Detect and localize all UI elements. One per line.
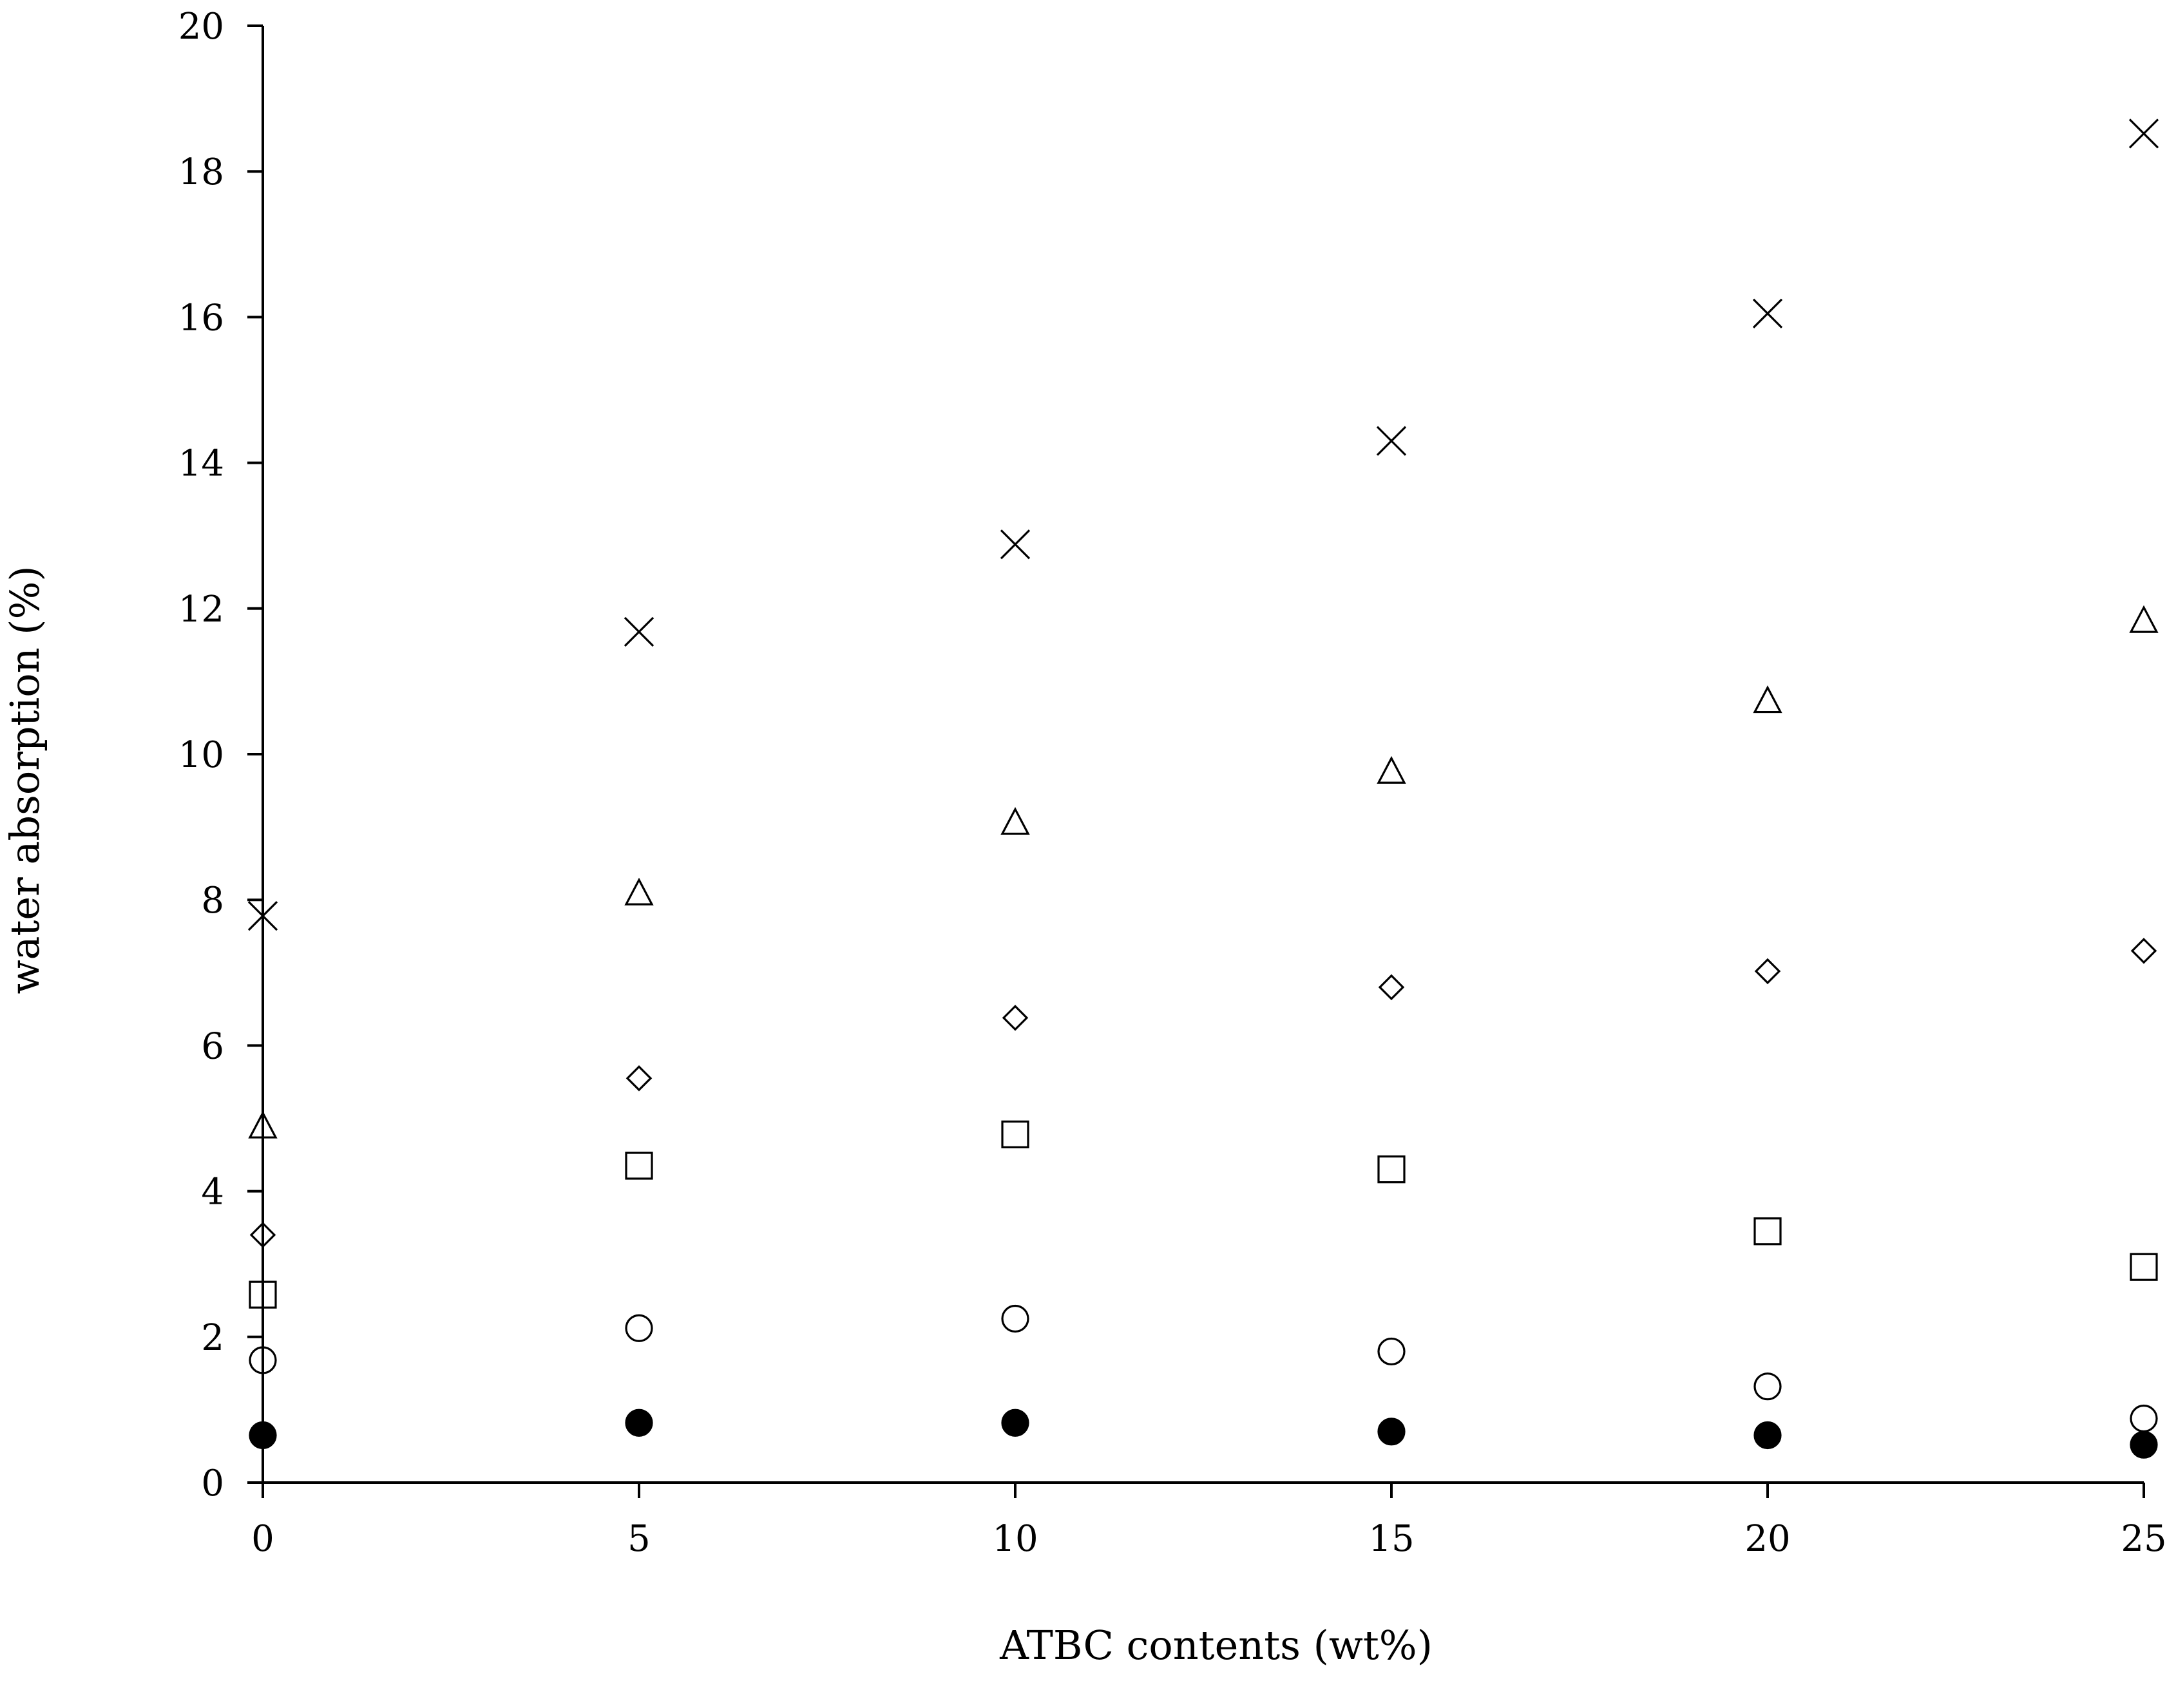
data-point-open-circle <box>249 1346 277 1374</box>
tick-labels: 0 2 4 6 8 10 12 14 16 18 20 0 5 10 15 20 25 <box>178 6 2167 1560</box>
data-point-open-triangle <box>1000 807 1030 835</box>
data-point-open-diamond <box>1378 974 1405 1001</box>
data-point-open-triangle <box>1377 755 1406 784</box>
data-point-filled-circle <box>1377 1418 1406 1446</box>
data-point-open-square <box>249 1280 277 1309</box>
data-point-open-square <box>625 1152 653 1180</box>
y-tick-label: 20 <box>178 6 224 48</box>
data-point-filled-circle <box>2130 1430 2158 1459</box>
data-point-filled-circle <box>1753 1421 1782 1450</box>
data-point-open-circle <box>625 1314 653 1342</box>
data-point-open-square <box>1001 1120 1029 1148</box>
x-tick-label: 10 <box>992 1518 1038 1560</box>
y-tick-label: 8 <box>201 880 224 922</box>
axes <box>262 26 2144 1484</box>
y-tick-label: 16 <box>178 297 224 339</box>
data-point-open-circle <box>1001 1304 1029 1333</box>
data-point-cross <box>247 900 278 931</box>
tick-marks <box>247 24 2145 1498</box>
y-tick-label: 0 <box>201 1463 224 1504</box>
y-axis-title: water absorption (%) <box>1 565 48 994</box>
y-tick-label: 12 <box>178 589 224 631</box>
data-point-cross <box>1000 529 1031 560</box>
y-tick-label: 2 <box>201 1317 224 1359</box>
data-point-open-diamond <box>249 1222 276 1248</box>
x-tick-label: 5 <box>627 1518 651 1560</box>
data-point-open-circle <box>1377 1337 1406 1366</box>
data-point-open-square <box>1753 1217 1782 1246</box>
data-point-cross <box>1376 426 1407 456</box>
y-tick-label: 18 <box>178 151 224 193</box>
x-axis-title: ATBC contents (wt%) <box>999 1622 1433 1669</box>
data-point-open-diamond <box>1002 1005 1029 1031</box>
data-point-open-diamond <box>625 1065 653 1092</box>
x-tick-label: 15 <box>1368 1518 1414 1560</box>
data-points <box>247 119 2159 1459</box>
data-point-open-square <box>1377 1155 1406 1184</box>
x-tick-label: 0 <box>251 1518 274 1560</box>
data-point-open-diamond <box>2130 938 2157 964</box>
x-tick-label: 25 <box>2121 1518 2166 1560</box>
data-point-cross <box>1752 298 1783 328</box>
data-point-open-circle <box>2130 1404 2158 1433</box>
y-tick-label: 14 <box>178 443 224 485</box>
data-point-filled-circle <box>249 1421 277 1450</box>
y-tick-label: 6 <box>201 1025 224 1067</box>
data-point-open-triangle <box>248 1110 278 1139</box>
data-point-open-circle <box>1753 1372 1782 1401</box>
data-point-open-square <box>2130 1253 2158 1281</box>
data-point-filled-circle <box>625 1409 653 1437</box>
data-point-open-diamond <box>1754 958 1781 985</box>
data-point-open-triangle <box>2129 605 2159 633</box>
data-point-open-triangle <box>624 877 654 906</box>
x-tick-label: 20 <box>1744 1518 1790 1560</box>
y-tick-label: 10 <box>178 734 224 776</box>
data-point-filled-circle <box>1001 1409 1029 1437</box>
data-point-cross <box>624 616 654 647</box>
y-tick-label: 4 <box>201 1172 224 1213</box>
data-point-cross <box>2128 119 2159 149</box>
data-point-open-triangle <box>1753 685 1782 714</box>
